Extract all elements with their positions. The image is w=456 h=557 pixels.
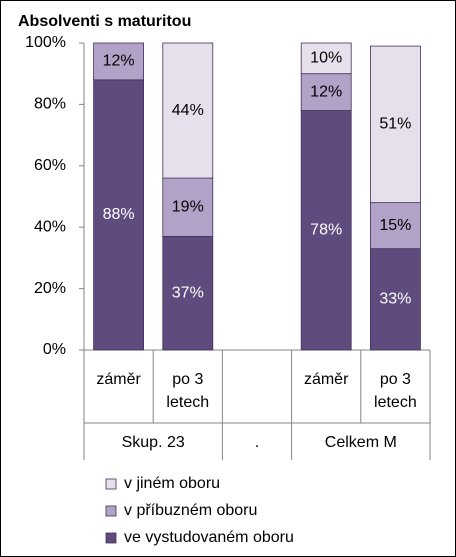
bar-segment — [162, 236, 214, 351]
value-label: 88% — [103, 206, 135, 223]
x-category-label-box: po 3 letech — [374, 371, 417, 411]
legend-label: v jiném oboru — [124, 475, 220, 492]
value-label: 51% — [379, 116, 411, 133]
bar-segment — [300, 42, 352, 75]
bar-segment — [162, 42, 214, 179]
chart-title: Absolventi s maturitou — [18, 13, 191, 30]
legend-label: v příbuzném oboru — [124, 502, 257, 519]
value-label: 15% — [379, 217, 411, 234]
x-category-label-box: záměr — [303, 371, 349, 388]
group-label: Celkem M — [325, 434, 397, 451]
value-label: 10% — [310, 50, 342, 67]
x-category-label-box: záměr — [96, 371, 141, 388]
bar-segment — [300, 73, 352, 111]
value-label: 19% — [172, 198, 204, 215]
legend-swatch — [105, 532, 117, 544]
value-label: 78% — [310, 221, 342, 238]
legend-swatch — [105, 505, 117, 517]
value-label: 12% — [103, 53, 135, 70]
y-tick-label: 20% — [34, 280, 66, 297]
value-label: 44% — [172, 102, 204, 119]
x-tick-label: záměr — [303, 371, 349, 388]
y-tick-label: 100% — [25, 34, 66, 51]
y-tick-label: 80% — [34, 96, 66, 113]
y-tick-label: 60% — [34, 157, 66, 174]
bar-segment — [369, 45, 421, 204]
legend-swatch — [105, 478, 117, 490]
value-label: 33% — [379, 291, 411, 308]
value-label: 37% — [172, 284, 204, 301]
bar-segment — [93, 79, 144, 351]
group-label: . — [255, 434, 259, 451]
bar-segment — [369, 248, 421, 351]
y-tick-label: 0% — [43, 341, 66, 358]
value-label: 12% — [310, 83, 342, 100]
x-tick-label: po 3 letech — [166, 371, 210, 411]
group-label: Skup. 23 — [122, 434, 185, 451]
bar-segment — [369, 202, 421, 250]
x-tick-label: po 3 letech — [374, 371, 417, 411]
x-category-label-box: po 3 letech — [166, 371, 210, 411]
legend-label: ve vystudovaném oboru — [124, 529, 294, 546]
x-tick-label: záměr — [96, 371, 141, 388]
bar-segment — [93, 42, 144, 81]
y-tick-label: 40% — [34, 218, 66, 235]
bar-segment — [162, 177, 214, 237]
